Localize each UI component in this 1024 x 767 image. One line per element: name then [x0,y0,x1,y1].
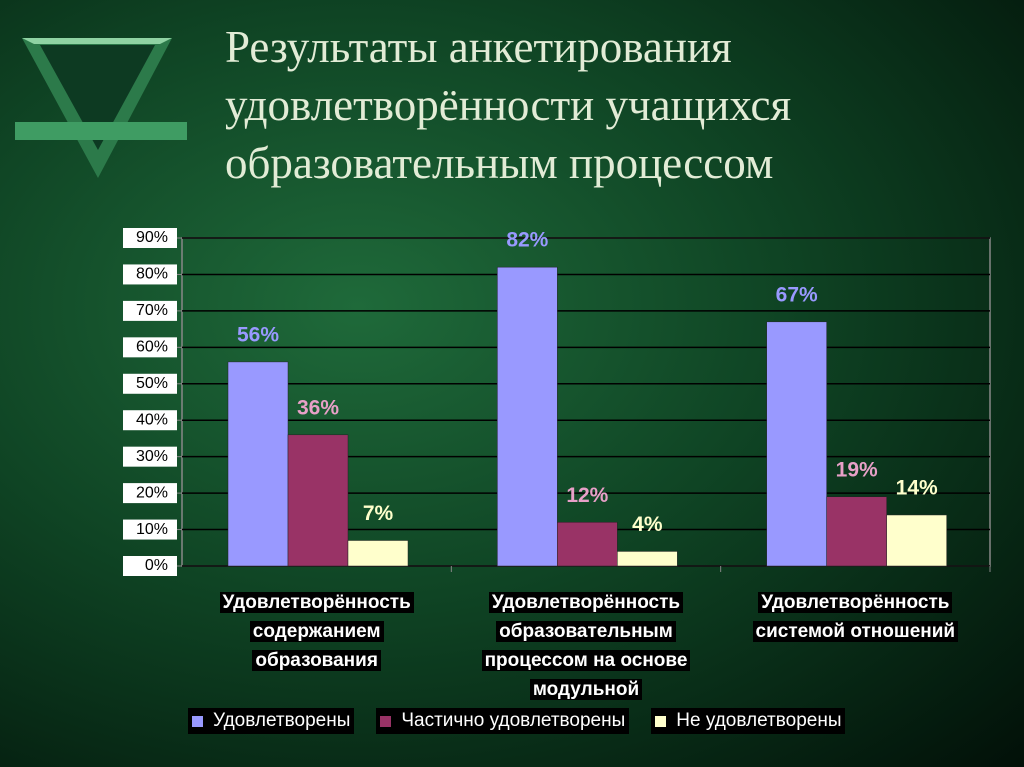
bar [557,522,618,567]
value-label: 19% [836,458,878,481]
bar [617,551,678,567]
x-tick-label: Удовлетворённость содержанием образовани… [187,588,447,675]
bar [497,266,558,567]
value-label: 12% [566,484,608,507]
value-label: 67% [776,283,818,306]
legend: Удовлетворены Частично удовлетворены Не уд… [188,708,846,734]
tick-label-bg [123,373,177,394]
chart-title: Результаты анкетирования удовлетворённос… [225,22,792,188]
logo [15,38,187,178]
y-tick-label: 50% [136,375,168,392]
x-tick-label-text: Удовлетворённость образовательным процес… [481,592,691,700]
y-tick-label: 30% [136,448,168,465]
legend-item: Частично удовлетворены [376,708,630,734]
value-label: 14% [896,477,938,500]
tick-label-bg [123,446,177,467]
value-label: 7% [363,502,394,525]
legend-label: Частично удовлетворены [401,710,626,731]
legend-swatch [380,715,392,727]
legend-label: Удовлетворены [213,710,351,731]
legend-label: Не удовлетворены [676,710,842,731]
y-tick-label: 20% [136,484,168,501]
y-tick-label: 40% [136,411,168,428]
bar [287,434,349,567]
bar [766,321,827,567]
y-tick-label: 90% [136,229,168,246]
legend-item: Удовлетворены [188,708,355,734]
tick-label-bg [123,410,177,431]
y-tick-label: 0% [145,557,168,574]
tick-label-bg [123,556,177,576]
y-tick-label: 70% [136,302,168,319]
x-tick-label-text: Удовлетворённость системой отношений [752,592,959,642]
legend-swatch [192,715,203,727]
bar [347,540,409,567]
tick-label-bg [123,300,177,321]
tick-label-bg [123,483,177,504]
bar [227,361,289,567]
tick-label-bg [123,228,177,248]
tick-label-bg [123,519,177,540]
value-label: 36% [297,396,339,419]
y-tick-label: 60% [136,339,168,356]
bar [886,514,947,567]
bar [826,496,887,567]
value-label: 56% [237,323,279,346]
value-label: 82% [506,229,548,252]
tick-label-bg [123,337,177,358]
y-tick-label: 80% [136,266,168,283]
legend-item: Не удовлетворены [651,708,846,734]
y-tick-label: 10% [136,521,168,538]
x-tick-label-text: Удовлетворённость содержанием образовани… [219,592,414,671]
value-label: 4% [632,513,663,536]
tick-label-bg [123,264,177,285]
x-tick-label: Удовлетворённость системой отношений [725,588,985,646]
legend-swatch [655,715,667,727]
x-tick-label: Удовлетворённость образовательным процес… [456,588,716,704]
